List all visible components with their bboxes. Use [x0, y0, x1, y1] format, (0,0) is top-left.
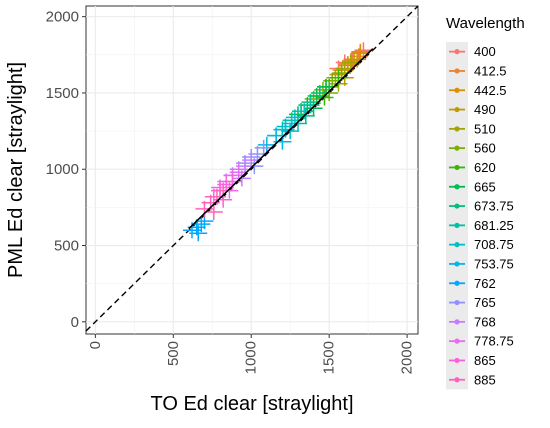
legend-label: 442.5: [474, 83, 507, 98]
fit-line-segment: [188, 48, 374, 230]
data-point: [257, 136, 276, 153]
data-point: [285, 109, 304, 126]
legend-key-point: [454, 338, 460, 344]
legend-key-point: [454, 145, 460, 151]
legend-title: Wavelength: [446, 15, 525, 32]
legend-key-point: [454, 242, 460, 248]
y-tick-label: 0: [71, 314, 79, 331]
y-axis-title: PML Ed clear [straylight]: [5, 62, 27, 278]
data-point: [192, 216, 211, 233]
legend-key-background: [446, 42, 468, 390]
legend-item: 400: [449, 44, 496, 59]
legend-key-point: [454, 261, 460, 267]
plot-panel: [85, 5, 419, 335]
data-point: [304, 100, 323, 117]
legend-label: 412.5: [474, 63, 507, 78]
data-point: [189, 225, 208, 242]
legend-label: 885: [474, 372, 496, 387]
legend-label: 490: [474, 102, 496, 117]
legend-item: 762: [449, 276, 496, 291]
legend-items: 400 412.5 442.5 490 510 560 620 665 673.75 681.25…: [449, 44, 514, 387]
legend-key-point: [454, 377, 460, 383]
legend-key-point: [454, 106, 460, 113]
y-axis-ticks: 0 500 1000 1500 2000: [46, 9, 86, 331]
data-point: [204, 203, 223, 220]
legend-item: 510: [449, 121, 496, 136]
data-point: [354, 42, 373, 59]
x-tick-label: 1000: [243, 341, 260, 374]
legend-key-point: [454, 319, 460, 325]
data-point: [229, 164, 248, 181]
legend-key-point: [454, 164, 460, 171]
legend-key-point: [454, 49, 460, 55]
legend-key-point: [454, 203, 460, 209]
legend-label: 753.75: [474, 256, 514, 271]
y-tick-label: 1000: [46, 161, 79, 178]
legend-key-point: [454, 222, 460, 228]
legend-key-point: [454, 299, 460, 306]
legend-item: 753.75: [449, 256, 514, 271]
y-tick-label: 1500: [46, 85, 79, 102]
legend-item: 681.25: [449, 218, 514, 233]
legend-item: 708.75: [449, 237, 514, 252]
data-point: [341, 54, 360, 71]
x-tick-label: 0: [87, 341, 104, 349]
legend-item: 765: [449, 295, 496, 310]
legend-label: 620: [474, 160, 496, 175]
legend-item: 768: [449, 314, 496, 329]
data-point: [242, 152, 261, 169]
legend-label: 400: [474, 44, 496, 59]
x-axis-title: TO Ed clear [straylight]: [150, 393, 353, 415]
legend-label: 765: [474, 295, 496, 310]
reference-line: [85, 5, 419, 332]
legend-key-point: [454, 280, 460, 286]
legend-label: 665: [474, 179, 496, 194]
data-point: [232, 170, 251, 187]
legend-label: 560: [474, 141, 496, 156]
legend-item: 885: [449, 372, 496, 387]
legend-label: 768: [474, 314, 496, 329]
legend-label: 681.25: [474, 218, 514, 233]
data-point: [310, 84, 329, 101]
legend-key-point: [454, 357, 460, 364]
legend-item: 665: [449, 179, 496, 194]
y-tick-label: 500: [54, 238, 79, 255]
series-885: [195, 182, 233, 220]
data-point: [281, 123, 300, 140]
legend-item: 490: [449, 102, 496, 117]
legend-label: 510: [474, 121, 496, 136]
legend: Wavelength 400 412.5 442.5 490 510 560 620 665 6…: [446, 15, 525, 390]
data-point: [296, 107, 315, 124]
data-point: [345, 51, 364, 68]
legend-key-point: [454, 126, 460, 132]
grid: [86, 6, 418, 334]
legend-key-point: [454, 184, 460, 190]
legend-item: 560: [449, 141, 496, 156]
legend-item: 778.75: [449, 334, 514, 349]
x-axis-ticks: 0 500 1000 1500 2000: [87, 334, 416, 374]
x-tick-label: 1500: [321, 341, 338, 374]
legend-item: 673.75: [449, 199, 514, 214]
data-point: [254, 139, 273, 156]
legend-item: 412.5: [449, 63, 507, 78]
reference-line-segment: [85, 5, 419, 332]
legend-key-point: [454, 87, 460, 93]
x-tick-label: 2000: [399, 341, 416, 374]
data-marks: [182, 42, 373, 242]
legend-item: 442.5: [449, 83, 507, 98]
series-762: [182, 213, 214, 242]
fit-line: [188, 48, 374, 230]
legend-key-point: [454, 68, 460, 74]
legend-label: 673.75: [474, 199, 514, 214]
y-tick-label: 2000: [46, 9, 79, 26]
legend-label: 708.75: [474, 237, 514, 252]
legend-label: 778.75: [474, 334, 514, 349]
legend-item: 620: [449, 160, 496, 175]
x-tick-label: 500: [165, 341, 182, 366]
legend-label: 865: [474, 353, 496, 368]
legend-label: 762: [474, 276, 496, 291]
data-point: [315, 89, 334, 106]
legend-item: 865: [449, 353, 496, 368]
